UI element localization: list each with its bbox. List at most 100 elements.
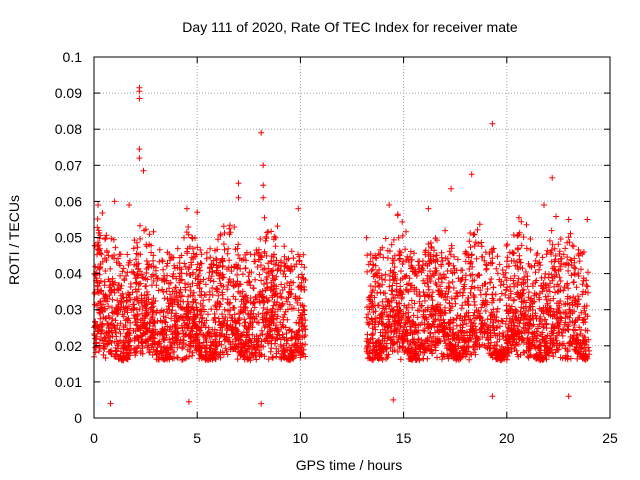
data-point bbox=[464, 343, 471, 350]
data-point bbox=[230, 330, 237, 337]
data-point bbox=[511, 296, 518, 303]
data-point bbox=[489, 255, 496, 262]
data-point bbox=[96, 348, 102, 355]
data-point bbox=[428, 258, 435, 265]
data-point bbox=[144, 288, 150, 295]
data-point bbox=[297, 314, 303, 321]
data-point bbox=[383, 355, 390, 362]
data-point bbox=[468, 336, 475, 343]
data-point bbox=[160, 266, 167, 273]
data-point bbox=[508, 327, 515, 334]
data-point bbox=[502, 269, 509, 276]
data-point bbox=[274, 293, 281, 300]
data-point bbox=[586, 347, 593, 354]
data-point bbox=[533, 291, 540, 298]
data-point bbox=[558, 255, 565, 262]
data-point bbox=[97, 321, 104, 328]
data-point bbox=[172, 321, 179, 328]
data-point bbox=[401, 330, 407, 337]
data-point bbox=[464, 329, 471, 336]
data-point bbox=[94, 286, 101, 293]
data-point bbox=[194, 261, 201, 268]
data-point bbox=[394, 211, 401, 218]
data-point bbox=[219, 257, 226, 264]
data-point bbox=[474, 272, 481, 279]
data-point bbox=[188, 254, 195, 261]
data-point bbox=[424, 279, 431, 286]
data-point bbox=[372, 326, 379, 333]
data-point bbox=[163, 288, 170, 295]
data-point bbox=[296, 327, 303, 333]
data-point bbox=[483, 266, 490, 273]
data-point bbox=[394, 303, 400, 310]
data-point bbox=[115, 301, 122, 308]
data-point bbox=[508, 303, 515, 310]
data-point bbox=[132, 352, 139, 359]
data-point bbox=[120, 324, 127, 330]
data-point bbox=[123, 354, 130, 361]
data-point bbox=[95, 246, 102, 253]
data-point bbox=[241, 322, 248, 329]
grid-lines bbox=[94, 57, 610, 418]
data-point bbox=[213, 262, 220, 269]
data-point bbox=[281, 311, 288, 318]
data-point bbox=[545, 274, 552, 281]
data-point bbox=[505, 324, 512, 331]
data-point bbox=[466, 238, 473, 245]
data-point bbox=[119, 268, 126, 275]
data-point bbox=[192, 314, 199, 321]
data-point bbox=[190, 320, 197, 327]
data-point bbox=[458, 267, 464, 274]
data-point bbox=[136, 95, 143, 102]
data-point bbox=[290, 255, 297, 262]
data-point bbox=[220, 283, 227, 290]
data-point bbox=[241, 293, 248, 300]
data-point bbox=[453, 315, 460, 322]
data-point bbox=[437, 283, 444, 290]
data-point bbox=[457, 313, 464, 319]
data-point bbox=[268, 258, 275, 265]
data-point bbox=[436, 291, 443, 298]
data-point bbox=[415, 262, 422, 269]
data-point bbox=[179, 324, 186, 331]
data-point bbox=[471, 231, 478, 238]
data-point bbox=[369, 332, 375, 339]
data-point bbox=[270, 288, 277, 295]
data-point bbox=[410, 312, 417, 319]
data-point bbox=[253, 333, 260, 340]
data-point bbox=[369, 266, 376, 273]
data-point bbox=[117, 337, 124, 344]
data-point bbox=[203, 255, 210, 262]
data-point bbox=[254, 337, 261, 344]
data-point bbox=[94, 216, 101, 222]
data-point bbox=[522, 269, 529, 275]
data-point bbox=[102, 235, 109, 242]
data-point bbox=[122, 333, 129, 340]
data-point bbox=[481, 328, 488, 335]
data-point bbox=[235, 194, 242, 201]
data-point bbox=[109, 296, 116, 303]
data-point bbox=[432, 344, 439, 351]
data-point bbox=[460, 286, 467, 292]
data-point bbox=[379, 298, 386, 305]
data-point bbox=[505, 346, 512, 353]
data-point bbox=[160, 336, 167, 343]
data-point bbox=[396, 252, 403, 259]
data-point bbox=[234, 264, 241, 271]
data-point bbox=[576, 314, 583, 321]
data-point bbox=[296, 253, 303, 260]
data-point bbox=[124, 316, 131, 323]
data-point bbox=[127, 284, 134, 290]
data-point bbox=[273, 257, 280, 264]
data-point bbox=[111, 198, 118, 205]
data-point bbox=[255, 256, 262, 263]
data-point bbox=[288, 305, 295, 312]
data-point bbox=[103, 247, 110, 254]
data-point bbox=[391, 277, 398, 284]
data-point bbox=[134, 244, 141, 251]
data-point bbox=[368, 300, 375, 307]
data-point bbox=[550, 327, 557, 334]
data-point bbox=[424, 272, 431, 279]
data-point bbox=[271, 298, 278, 305]
data-point bbox=[389, 307, 396, 314]
